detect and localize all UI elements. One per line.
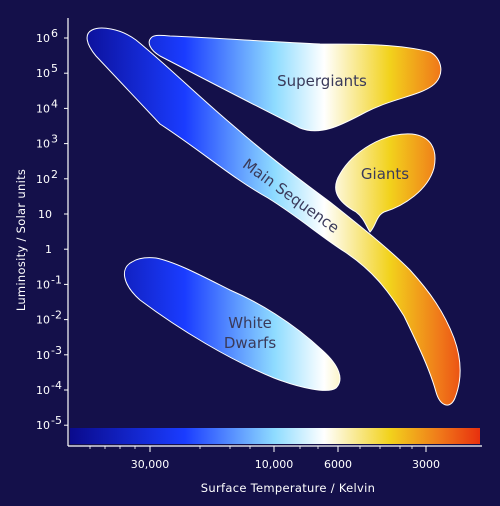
- y-tick-label: 10: [36, 349, 50, 362]
- y-tick-label: 10: [36, 173, 50, 186]
- y-tick-label: 10: [36, 32, 50, 45]
- y-tick-exponent: 2: [51, 168, 58, 181]
- white-dwarfs-label-line2: Dwarfs: [224, 334, 276, 352]
- supergiants-region: [148, 34, 442, 132]
- y-tick-exponent: -1: [51, 273, 62, 286]
- white-dwarfs-region: [124, 257, 341, 391]
- y-tick-label: 10: [36, 419, 50, 432]
- y-tick-exponent: -3: [51, 344, 62, 357]
- y-tick-exponent: -5: [51, 414, 62, 427]
- temperature-color-bar: [70, 428, 480, 444]
- main-sequence-region: [86, 27, 461, 406]
- y-tick-label: 10: [36, 314, 50, 327]
- y-tick-label: 10: [36, 138, 50, 151]
- x-tick-label: 10,000: [255, 458, 294, 471]
- x-axis-ticks: 30,000 10,000 6000 3000: [89, 446, 440, 471]
- y-tick-label: 10: [36, 278, 50, 291]
- giants-region: [335, 133, 436, 233]
- y-tick-exponent: -2: [51, 309, 62, 322]
- y-tick-exponent: 4: [51, 97, 58, 110]
- y-tick-exponent: 3: [51, 133, 58, 146]
- x-tick-label: 30,000: [131, 458, 170, 471]
- x-tick-label: 6000: [324, 458, 352, 471]
- supergiants-label: Supergiants: [277, 72, 367, 90]
- y-tick-exponent: 5: [51, 62, 58, 75]
- y-tick-exponent: -4: [51, 379, 62, 392]
- giants-label: Giants: [361, 165, 409, 183]
- y-axis-title: Luminosity / Solar units: [14, 169, 28, 311]
- x-tick-label: 3000: [412, 458, 440, 471]
- y-tick-label: 1: [45, 243, 52, 256]
- x-axis-title: Surface Temperature / Kelvin: [201, 481, 375, 495]
- y-tick-label: 10: [36, 102, 50, 115]
- y-tick-label: 10: [36, 384, 50, 397]
- y-tick-label: 10: [36, 67, 50, 80]
- y-tick-exponent: 6: [51, 27, 58, 40]
- white-dwarfs-label-line1: White: [228, 314, 272, 332]
- main-sequence-label: Main Sequence: [239, 155, 342, 237]
- y-tick-label: 10: [38, 208, 52, 221]
